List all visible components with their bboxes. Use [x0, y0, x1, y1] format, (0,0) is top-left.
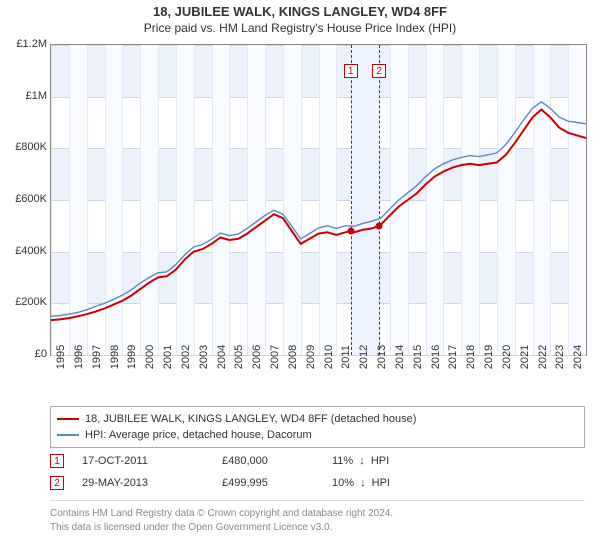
- x-tick-label: 2013: [376, 345, 388, 369]
- footer-attribution: Contains HM Land Registry data © Crown c…: [50, 500, 585, 534]
- chart-title: 18, JUBILEE WALK, KINGS LANGLEY, WD4 8FF: [0, 0, 600, 19]
- sale-price: £480,000: [222, 455, 332, 467]
- series-hpi: [51, 102, 586, 316]
- x-tick-label: 2003: [198, 345, 210, 369]
- x-tick-label: 2022: [537, 345, 549, 369]
- legend-label: 18, JUBILEE WALK, KINGS LANGLEY, WD4 8FF…: [85, 413, 416, 425]
- x-tick-label: 2018: [465, 345, 477, 369]
- x-tick-label: 2012: [358, 345, 370, 369]
- legend-label: HPI: Average price, detached house, Daco…: [85, 429, 312, 441]
- x-tick-label: 1995: [55, 345, 67, 369]
- x-tick-label: 2002: [180, 345, 192, 369]
- x-tick-label: 2010: [323, 345, 335, 369]
- x-tick-label: 2014: [394, 345, 406, 369]
- y-tick-label: £1M: [26, 90, 47, 102]
- x-tick-label: 2001: [162, 345, 174, 369]
- x-tick-label: 1999: [126, 345, 138, 369]
- x-tick-label: 2005: [233, 345, 245, 369]
- legend-item: HPI: Average price, detached house, Daco…: [57, 427, 578, 443]
- y-tick-label: £0: [35, 348, 47, 360]
- series-price-paid: [51, 110, 586, 321]
- x-tick-label: 2011: [340, 345, 352, 369]
- sale-date: 29-MAY-2013: [82, 477, 222, 489]
- x-tick-label: 2006: [251, 345, 263, 369]
- x-tick-label: 1997: [91, 345, 103, 369]
- x-tick-label: 2019: [483, 345, 495, 369]
- x-tick-label: 2004: [216, 345, 228, 369]
- sale-price: £499,995: [222, 477, 332, 489]
- chart-subtitle: Price paid vs. HM Land Registry's House …: [0, 19, 600, 39]
- x-tick-label: 2015: [412, 345, 424, 369]
- sale-row-marker: 2: [50, 476, 64, 490]
- x-tick-label: 1996: [73, 345, 85, 369]
- x-tick-label: 2021: [519, 345, 531, 369]
- x-tick-label: 2008: [287, 345, 299, 369]
- footer-line-2: This data is licensed under the Open Gov…: [50, 521, 585, 535]
- x-tick-label: 2023: [554, 345, 566, 369]
- legend: 18, JUBILEE WALK, KINGS LANGLEY, WD4 8FF…: [50, 406, 585, 448]
- sale-row-marker: 1: [50, 454, 64, 468]
- y-tick-label: £600K: [15, 193, 47, 205]
- sale-row-1: 1 17-OCT-2011£480,00011% ↓ HPI: [50, 450, 585, 472]
- y-tick-label: £200K: [15, 296, 47, 308]
- x-tick-label: 2000: [144, 345, 156, 369]
- sales-table: 1 17-OCT-2011£480,00011% ↓ HPI 2 29-MAY-201…: [50, 450, 585, 494]
- sale-row-2: 2 29-MAY-2013£499,99510% ↓ HPI: [50, 472, 585, 494]
- sale-pct: 10% ↓ HPI: [332, 477, 412, 489]
- sale-dot: [376, 222, 383, 229]
- legend-item: 18, JUBILEE WALK, KINGS LANGLEY, WD4 8FF…: [57, 411, 578, 427]
- y-tick-label: £800K: [15, 141, 47, 153]
- legend-swatch: [57, 434, 79, 435]
- x-tick-label: 2017: [447, 345, 459, 369]
- y-tick-label: £1.2M: [16, 38, 47, 50]
- x-tick-label: 1998: [109, 345, 121, 369]
- footer-line-1: Contains HM Land Registry data © Crown c…: [50, 507, 585, 521]
- x-tick-label: 2016: [430, 345, 442, 369]
- x-tick-label: 2007: [269, 345, 281, 369]
- sale-date: 17-OCT-2011: [82, 455, 222, 467]
- x-tick-label: 2024: [572, 345, 584, 369]
- x-tick-label: 2009: [305, 345, 317, 369]
- sale-dot: [347, 228, 354, 235]
- legend-swatch: [57, 418, 79, 420]
- plot-area: 12: [50, 44, 587, 356]
- y-tick-label: £400K: [15, 245, 47, 257]
- x-tick-label: 2020: [501, 345, 513, 369]
- sale-pct: 11% ↓ HPI: [332, 455, 412, 467]
- chart-container: 18, JUBILEE WALK, KINGS LANGLEY, WD4 8FF…: [0, 0, 600, 560]
